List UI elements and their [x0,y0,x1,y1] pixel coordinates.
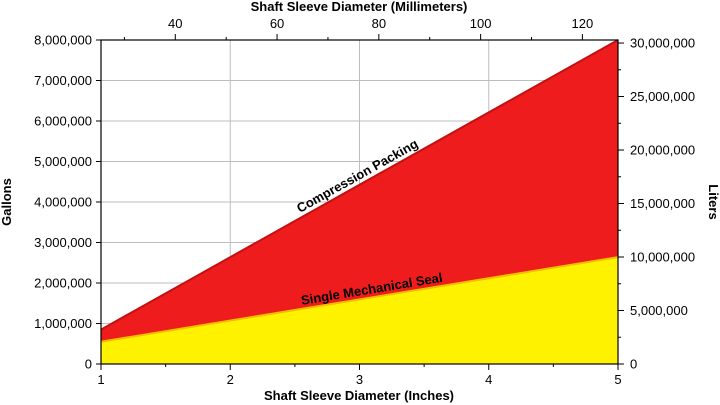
axis-ticks: 1 2 3 4 5 40 60 80 100 120 0 1,000,000 2,000,000 3,00… [34,16,695,387]
y-left-axis-title: Gallons [0,178,14,226]
y-right-tick-label: 10,000,000 [630,250,695,265]
x-top-tick-label: 40 [168,16,182,31]
x-top-tick-label: 120 [572,16,594,31]
line-single-mechanical-seal [100,256,619,343]
y-right-tick-label: 25,000,000 [630,89,695,104]
x-top-tick-label: 60 [270,16,284,31]
y-left-tick-label: 8,000,000 [34,33,92,48]
y-left-tick-label: 2,000,000 [34,276,92,291]
x-top-tick-label: 100 [470,16,492,31]
y-right-tick-label: 5,000,000 [630,303,688,318]
y-left-tick-label: 7,000,000 [34,73,92,88]
line-compression-packing [100,39,619,331]
y-right-tick-label: 15,000,000 [630,196,695,211]
y-left-tick-label: 4,000,000 [34,195,92,210]
y-right-tick-label: 20,000,000 [630,143,695,158]
y-right-tick-label: 0 [630,357,637,372]
y-left-tick-label: 0 [85,357,92,372]
x-bottom-tick-label: 2 [227,372,234,387]
area-single-mechanical-seal [101,257,618,364]
x-bottom-axis-title: Shaft Sleeve Diameter (Inches) [264,388,454,403]
x-bottom-tick-label: 1 [97,372,104,387]
x-bottom-tick-label: 5 [614,372,621,387]
series-areas [100,39,619,364]
y-left-tick-label: 3,000,000 [34,235,92,250]
x-bottom-tick-label: 4 [485,372,492,387]
y-left-tick-label: 6,000,000 [34,114,92,129]
y-left-tick-label: 1,000,000 [34,316,92,331]
x-top-tick-label: 80 [372,16,386,31]
x-bottom-tick-label: 3 [356,372,363,387]
x-top-axis-title: Shaft Sleeve Diameter (Millimeters) [251,0,468,14]
y-left-tick-label: 5,000,000 [34,154,92,169]
area-compression-packing [101,40,618,342]
y-right-tick-label: 30,000,000 [630,36,695,51]
y-right-axis-title: Liters [706,184,720,219]
